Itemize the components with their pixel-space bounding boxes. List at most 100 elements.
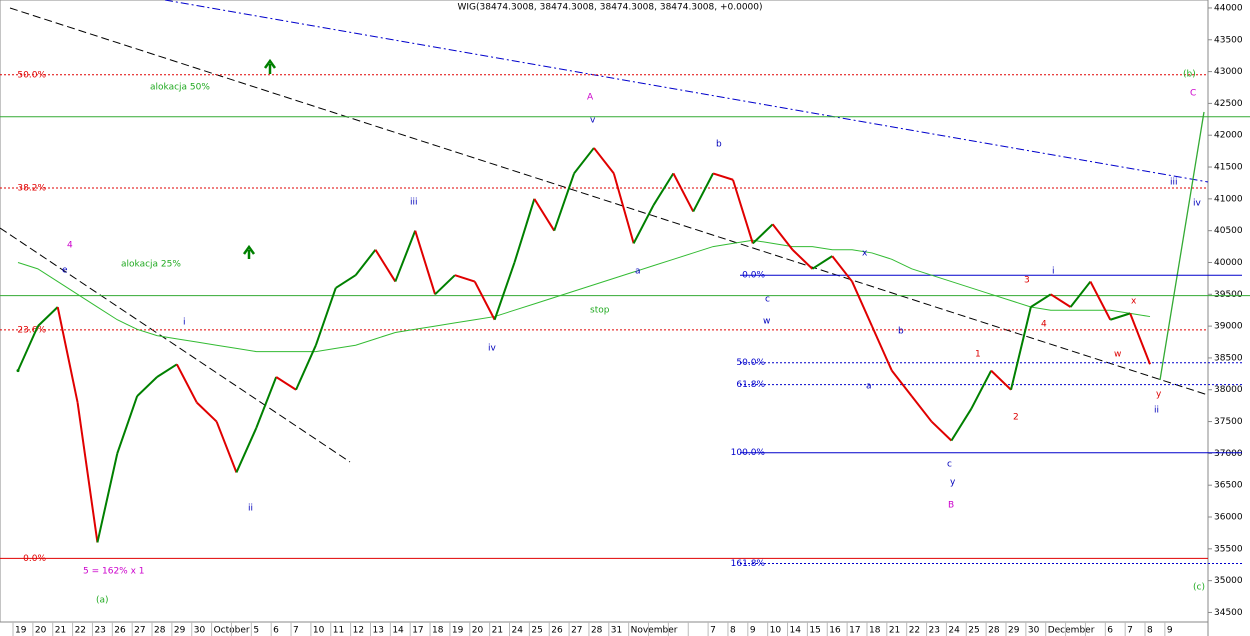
fib-label: 38.2% xyxy=(17,184,46,194)
x-tick-label: 25 xyxy=(968,626,979,636)
x-tick-label: 18 xyxy=(869,626,881,636)
x-tick-label: 27 xyxy=(571,626,582,636)
wave-label: ii xyxy=(248,504,253,514)
fib-label: 50.0% xyxy=(17,70,46,80)
wave-label: w xyxy=(763,317,770,327)
wave-label: w xyxy=(1114,350,1121,360)
fib-label: 61.8% xyxy=(736,380,765,390)
wave-label: C xyxy=(1190,89,1196,99)
price-segment xyxy=(196,401,218,423)
price-segment xyxy=(314,287,337,346)
x-tick-label: 9 xyxy=(1167,626,1173,636)
fib-label: 0.0% xyxy=(23,554,46,564)
wave-label: alokacja 25% xyxy=(121,260,181,270)
x-tick-label: 26 xyxy=(551,626,563,636)
x-tick-label: 29 xyxy=(1008,626,1020,636)
wave-label: iii xyxy=(410,198,418,208)
x-tick-label: 11 xyxy=(333,626,344,636)
price-segment xyxy=(76,402,99,543)
price-segment xyxy=(950,408,973,442)
moving-average xyxy=(17,239,1151,353)
wave-label: (b) xyxy=(1183,70,1196,80)
price-segment xyxy=(732,179,754,244)
price-segment xyxy=(295,344,317,391)
price-segment xyxy=(96,453,119,543)
x-tick-label: 8 xyxy=(730,626,736,636)
y-tick-label: 37500 xyxy=(1214,417,1243,427)
price-segment xyxy=(37,306,59,327)
y-tick-label: 38500 xyxy=(1214,353,1243,363)
wave-label: iii xyxy=(1170,178,1178,188)
price-segment xyxy=(493,262,516,321)
x-tick-label: 21 xyxy=(492,626,503,636)
y-tick-label: 41000 xyxy=(1214,194,1243,204)
x-tick-label: 19 xyxy=(15,626,27,636)
price-segment xyxy=(712,172,734,181)
x-tick-label: 7 xyxy=(293,626,299,636)
price-segment xyxy=(930,420,953,442)
wave-label: (a) xyxy=(96,596,109,606)
wave-label: y xyxy=(1156,390,1162,400)
wave-label: a xyxy=(635,267,641,277)
wave-label: e xyxy=(62,266,68,276)
price-segment xyxy=(910,395,933,423)
price-segment xyxy=(672,172,695,213)
price-segment xyxy=(990,369,1012,391)
x-tick-label: December xyxy=(1048,626,1095,636)
price-segment xyxy=(275,376,297,391)
wave-label: iv xyxy=(1193,199,1202,209)
x-tick-label: 23 xyxy=(94,626,105,636)
wave-label: ii xyxy=(1154,406,1159,416)
trend-line xyxy=(164,0,1209,183)
x-tick-label: 22 xyxy=(909,626,920,636)
x-tick-label: 29 xyxy=(174,626,186,636)
wave-label: b xyxy=(898,327,904,337)
wave-label: i xyxy=(1052,267,1055,277)
fib-label: 100.0% xyxy=(731,448,766,458)
price-segment xyxy=(56,306,79,403)
price-segment xyxy=(434,274,456,296)
price-segment xyxy=(354,249,377,276)
price-segment xyxy=(235,427,258,473)
fib-label: 50.0% xyxy=(736,358,765,368)
wave-label: alokacja 50% xyxy=(150,83,210,93)
x-tick-label: 21 xyxy=(889,626,900,636)
price-segment xyxy=(1069,280,1092,308)
x-tick-label: 30 xyxy=(1028,626,1040,636)
y-tick-label: 40000 xyxy=(1214,258,1243,268)
price-segment xyxy=(1050,293,1072,308)
price-segment xyxy=(970,370,993,410)
y-tick-label: 43500 xyxy=(1214,35,1243,45)
x-tick-label: 28 xyxy=(988,626,1000,636)
arrow-up xyxy=(263,58,277,74)
x-tick-label: 18 xyxy=(432,626,444,636)
wave-label: 4 xyxy=(1041,320,1047,330)
y-tick-label: 44000 xyxy=(1214,3,1243,13)
x-tick-label: 5 xyxy=(253,626,259,636)
x-tick-label: 9 xyxy=(750,626,756,636)
price-segment xyxy=(553,173,576,231)
x-tick-label: 14 xyxy=(790,626,802,636)
price-segment xyxy=(811,255,833,270)
y-tick-label: 37000 xyxy=(1214,449,1243,459)
x-tick-label: 7 xyxy=(1127,626,1133,636)
price-segment xyxy=(394,230,417,282)
trend-line xyxy=(0,227,351,463)
x-tick-label: 24 xyxy=(512,626,524,636)
price-segment xyxy=(1030,293,1052,308)
x-tick-label: 27 xyxy=(134,626,145,636)
wave-label: x xyxy=(1131,297,1137,307)
x-tick-label: 20 xyxy=(35,626,47,636)
wave-label: stop xyxy=(590,306,610,316)
price-segment xyxy=(632,204,655,244)
trend-line xyxy=(9,7,1209,396)
wave-label: iv xyxy=(488,344,497,354)
x-tick-label: 26 xyxy=(114,626,126,636)
price-segment xyxy=(136,376,158,397)
x-tick-label: 22 xyxy=(75,626,86,636)
price-segment xyxy=(1010,306,1032,390)
wave-label: i xyxy=(183,318,186,328)
y-tick-label: 42000 xyxy=(1214,131,1243,141)
x-tick-label: 28 xyxy=(154,626,166,636)
x-tick-label: November xyxy=(631,626,678,636)
